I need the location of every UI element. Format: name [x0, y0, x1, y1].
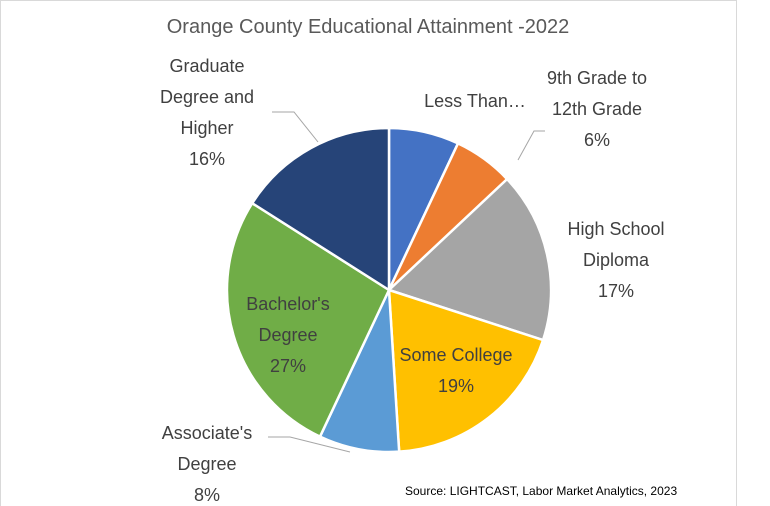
category-label: Graduate Degree and Higher [159, 56, 255, 138]
frame [0, 0, 737, 506]
category-label: 9th Grade to 12th Grade [546, 68, 648, 119]
leader-line [517, 130, 545, 161]
value-label: 16% [188, 149, 226, 169]
value-label: 17% [597, 281, 635, 301]
data-label: Some College 19% [376, 340, 536, 402]
value-label: 19% [437, 376, 475, 396]
data-label: Less Than… [405, 86, 545, 117]
data-label: Bachelor's Degree 27% [238, 289, 338, 382]
category-label: High School Diploma [567, 219, 665, 270]
category-label: Less Than… [424, 91, 526, 111]
source-note: Source: LIGHTCAST, Labor Market Analytic… [405, 484, 678, 498]
category-label: Associate's Degree [161, 423, 253, 474]
pie-slice [387, 288, 545, 454]
category-label: Bachelor's Degree [246, 294, 330, 345]
chart-title: Orange County Educational Attainment -20… [166, 16, 570, 38]
pie-slice [386, 177, 553, 342]
data-label: High School Diploma 17% [554, 214, 679, 307]
leader-line [268, 436, 351, 453]
data-label: Associate's Degree 8% [151, 418, 263, 506]
data-label: 9th Grade to 12th Grade 6% [538, 63, 656, 156]
value-label: 27% [269, 356, 307, 376]
value-label: 8% [193, 485, 220, 505]
data-label: Graduate Degree and Higher 16% [152, 51, 262, 175]
category-label: Some College [399, 345, 513, 365]
pie-slice [250, 126, 391, 293]
leader-line [272, 111, 319, 143]
value-label: 6% [583, 130, 610, 150]
pie-slice [225, 201, 391, 439]
